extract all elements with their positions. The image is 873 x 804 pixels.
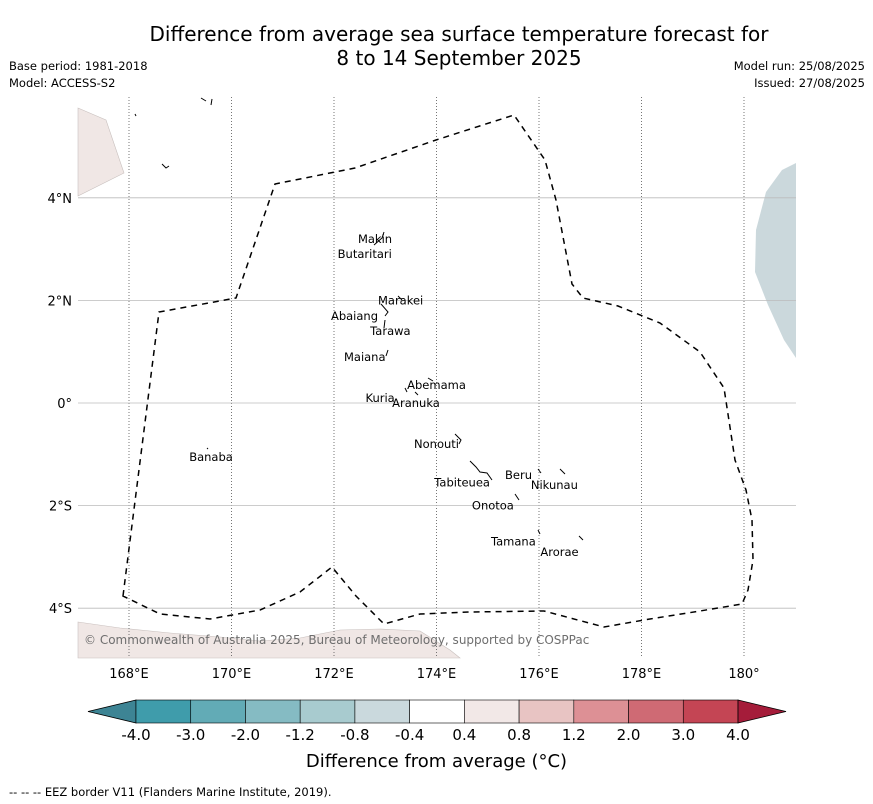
lon-tick-label: 170°E: [212, 667, 252, 682]
place-label: Butaritari: [338, 247, 392, 261]
sea-shading-south: [77, 621, 461, 659]
model-name: Model: ACCESS-S2: [9, 76, 116, 90]
colorbar-swatch: [682, 699, 739, 724]
colorbar-tick-label: 3.0: [671, 726, 695, 744]
place-label: Tabiteuea: [433, 476, 490, 490]
colorbar-swatch: [518, 699, 575, 724]
colorbar-tick-label: 0.4: [452, 726, 476, 744]
meta-right: Model run: 25/08/2025 Issued: 27/08/2025: [734, 58, 865, 92]
place-label: Tamana: [490, 535, 536, 549]
lon-tick-label: 172°E: [314, 667, 354, 682]
grid: [78, 97, 796, 658]
colorbar: -4.0 -3.0 -2.0 -1.2 -0.8 -0.4 0.4 0.8 1.2 2.0 3.0 4…: [87, 699, 787, 744]
colorbar-swatch: [299, 699, 356, 724]
place-label: Marakei: [378, 293, 423, 307]
lat-tick-label: 4°S: [49, 602, 72, 617]
island-marks: [134, 97, 584, 541]
lat-tick-label: 2°N: [48, 294, 73, 309]
place-label: Beru: [505, 468, 532, 482]
colorbar-label: Difference from average (°C): [305, 751, 568, 772]
place-label: Arorae: [540, 545, 578, 559]
colorbar-tick-label: 2.0: [617, 726, 641, 744]
colorbar-swatch: [464, 699, 520, 724]
colorbar-tick-label: -4.0: [121, 726, 150, 744]
colorbar-under-arrow: [87, 699, 137, 724]
lon-tick-label: 176°E: [519, 667, 559, 682]
model-run: Model run: 25/08/2025: [733, 59, 865, 73]
lat-tick-label: 2°S: [49, 500, 72, 515]
place-label: Abemama: [407, 378, 466, 392]
colorbar-tick-label: -1.2: [286, 726, 315, 744]
colorbar-swatch: [573, 699, 629, 724]
colorbar-tick-label: -0.8: [340, 726, 369, 744]
colorbar-tick-label: 1.2: [562, 726, 586, 744]
place-label: Banaba: [189, 450, 233, 464]
title-line-1: Difference from average sea surface temp…: [149, 22, 769, 46]
colorbar-swatch: [245, 699, 301, 724]
issued-date: Issued: 27/08/2025: [754, 76, 865, 90]
meta-left: Base period: 1981-2018 Model: ACCESS-S2: [9, 58, 148, 92]
place-label: Abaiang: [331, 309, 378, 323]
lat-tick-label: 0°: [57, 397, 72, 412]
place-label: Aranuka: [392, 396, 440, 410]
colorbar-over-arrow: [737, 699, 787, 724]
lon-tick-label: 168°E: [109, 667, 149, 682]
place-label: Onotoa: [472, 499, 514, 513]
sea-shading-nw: [77, 107, 125, 197]
lon-tick-label: 180°: [728, 667, 759, 682]
place-label: Maiana: [344, 350, 386, 364]
colorbar-swatch: [409, 699, 465, 724]
colorbar-tick-label: 0.8: [507, 726, 531, 744]
copyright-text: © Commonwealth of Australia 2025, Bureau…: [84, 633, 589, 647]
place-label: Nonouti: [414, 437, 459, 451]
eez-border: [122, 114, 754, 628]
colorbar-tick-label: -2.0: [231, 726, 260, 744]
axis-ticks: 168°E 170°E 172°E 174°E 176°E 178°E 180° 4°N 2°N…: [48, 192, 760, 682]
sea-shading-east: [755, 163, 796, 358]
place-label: Tarawa: [369, 324, 410, 338]
colorbar-swatch: [190, 699, 246, 724]
colorbar-tick-label: 4.0: [726, 726, 750, 744]
colorbar-swatch: [354, 699, 410, 724]
colorbar-tick-label: -0.4: [395, 726, 424, 744]
place-label: Nikunau: [531, 478, 578, 492]
lon-tick-label: 178°E: [622, 667, 662, 682]
footnote: -- -- -- EEZ border V11 (Flanders Marine…: [9, 785, 332, 799]
place-label: Makin: [358, 232, 392, 246]
lon-tick-label: 174°E: [417, 667, 457, 682]
title-line-2: 8 to 14 September 2025: [336, 46, 582, 70]
colorbar-tick-label: -3.0: [176, 726, 205, 744]
colorbar-swatch: [135, 699, 192, 724]
map-title: Difference from average sea surface temp…: [0, 22, 873, 70]
lat-tick-label: 4°N: [48, 192, 73, 207]
colorbar-swatch: [628, 699, 684, 724]
base-period: Base period: 1981-2018: [9, 59, 148, 73]
place-label: Kuria: [366, 391, 395, 405]
